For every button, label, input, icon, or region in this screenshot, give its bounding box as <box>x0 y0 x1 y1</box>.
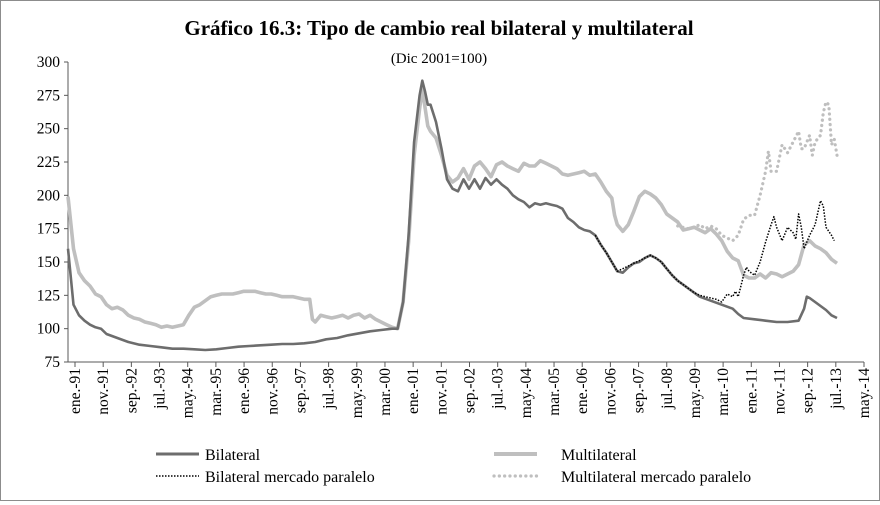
x-tick-label: nov.-01 <box>433 368 450 415</box>
x-tick-label: nov.-91 <box>95 368 112 415</box>
y-tick-label: 75 <box>45 354 61 371</box>
x-tick-label: sep.-12 <box>800 368 817 413</box>
legend-label: Bilateral <box>205 447 261 464</box>
y-tick-label: 175 <box>37 221 61 238</box>
y-tick-label: 275 <box>37 87 61 104</box>
series-group <box>66 79 839 352</box>
x-tick-label: jul.-13 <box>828 368 845 410</box>
x-tick-label: jul.-98 <box>321 368 338 410</box>
x-tick-label: mar.-00 <box>377 368 394 416</box>
x-tick-label: ene.-01 <box>405 368 422 414</box>
series-line-multilateral <box>66 86 839 331</box>
y-tick-label: 225 <box>37 154 61 171</box>
x-tick-label: ene.-06 <box>574 368 591 414</box>
chart-title: Gráfico 16.3: Tipo de cambio real bilate… <box>184 16 693 40</box>
legend-label: Bilateral mercado paralelo <box>205 469 375 486</box>
x-tick-label: mar.-05 <box>546 368 563 416</box>
y-tick-label: 150 <box>37 254 61 271</box>
x-tick-label: mar.-95 <box>208 368 225 416</box>
x-tick-label: jul.-08 <box>659 368 676 410</box>
x-tick-label: nov.-11 <box>771 368 788 414</box>
series-line-multilateral-mercado-paralelo <box>676 100 839 243</box>
axes: 75 100 125 150 175 200 225 250 275 300 ene.-91 nov.… <box>37 54 873 418</box>
x-tick-label: sep.-02 <box>462 368 479 413</box>
x-tick-label: may.-14 <box>856 368 873 418</box>
x-tick-label: may.-09 <box>687 368 704 418</box>
x-tick-label: sep.-07 <box>631 368 648 413</box>
x-tick-label: may.-99 <box>349 368 366 418</box>
y-tick-label: 100 <box>37 321 61 338</box>
series-line-bilateral-mercado-paralelo <box>594 199 835 303</box>
x-tick-label: ene.-96 <box>236 368 253 414</box>
x-tick-label: jul.-03 <box>490 368 507 410</box>
x-tick-label: mar.-10 <box>715 368 732 416</box>
legend-label: Multilateral mercado paralelo <box>561 469 751 486</box>
y-tick-label: 125 <box>37 287 61 304</box>
x-tick-label: may.-04 <box>518 368 535 418</box>
x-tick-label: jul.-93 <box>152 368 169 410</box>
y-tick-label: 200 <box>37 187 61 204</box>
x-tick-label: sep.-97 <box>292 368 309 413</box>
x-tick-label: nov.-06 <box>602 368 619 415</box>
x-tick-label: nov.-96 <box>264 368 281 415</box>
series-line-bilateral <box>66 79 838 352</box>
y-tick-label: 300 <box>37 54 61 71</box>
x-tick-label: ene.-91 <box>67 368 84 414</box>
x-tick-label: may.-94 <box>180 368 197 418</box>
legend: Bilateral Multilateral Bilateral mercado p… <box>156 447 751 486</box>
y-tick-label: 250 <box>37 121 61 138</box>
legend-label: Multilateral <box>561 447 637 464</box>
x-tick-label: sep.-92 <box>123 368 140 413</box>
chart-subtitle: (Dic 2001=100) <box>391 51 487 67</box>
x-tick-label: ene.-11 <box>743 368 760 413</box>
